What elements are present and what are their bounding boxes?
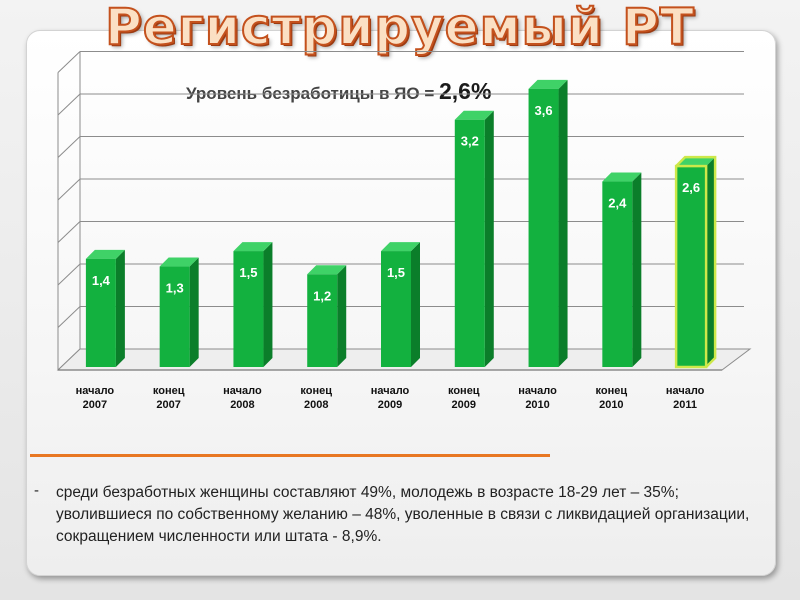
bar-top	[602, 172, 642, 182]
grid-diagonal	[57, 178, 81, 201]
category-label: начало	[223, 385, 262, 397]
category-label: 2008	[304, 399, 328, 411]
orange-divider	[30, 454, 550, 457]
bar-value-label: 2,4	[608, 196, 627, 211]
bar	[528, 88, 559, 368]
bar	[159, 266, 190, 367]
grid-diagonal	[57, 306, 81, 328]
bar	[381, 251, 411, 367]
category-label: начало	[666, 385, 705, 397]
bar	[602, 181, 633, 367]
bar-top	[528, 79, 568, 89]
unemployment-bar-chart: 1,4 начало 2007 1,3 конец 2007 1,5 начало 2008 1,…	[56, 51, 752, 411]
category-label: 2007	[83, 399, 107, 411]
bar-side	[706, 157, 716, 367]
category-label: конец	[300, 385, 332, 397]
category-label: 2009	[378, 399, 402, 411]
bar-top	[85, 249, 125, 259]
bar-top	[159, 257, 199, 267]
bar-side	[411, 242, 420, 367]
bar-value-label: 1,5	[387, 265, 405, 280]
bar-side	[115, 249, 125, 367]
category-label: 2010	[599, 399, 623, 411]
grid-diagonal	[57, 263, 81, 286]
category-label: начало	[76, 385, 115, 397]
category-label: 2007	[156, 399, 180, 411]
category-label: конец	[596, 385, 628, 397]
bar-value-label: 1,5	[239, 265, 257, 280]
bar-top	[233, 242, 273, 252]
bar	[454, 119, 485, 368]
bar-top	[454, 110, 494, 120]
note-text: среди безработных женщины составляют 49%…	[56, 484, 750, 545]
bar-side	[632, 172, 642, 367]
bar-side	[558, 79, 568, 368]
bar-value-label: 1,2	[313, 288, 331, 303]
category-label: 2009	[452, 399, 476, 411]
subtitle-value: 2,6%	[438, 78, 492, 104]
category-label: 2008	[230, 399, 254, 411]
category-label: начало	[518, 385, 557, 397]
bar-value-label: 1,3	[166, 281, 184, 296]
bar	[674, 164, 708, 369]
bar	[85, 258, 116, 367]
bar	[307, 274, 338, 367]
bar	[233, 251, 264, 367]
category-label: начало	[371, 385, 410, 397]
bar-side	[337, 265, 347, 367]
category-label: 2011	[673, 399, 697, 411]
bar-value-label: 3,6	[535, 103, 553, 118]
bar-top	[381, 242, 420, 252]
grid-diagonal	[57, 136, 81, 158]
bar-side	[484, 110, 494, 368]
category-label: 2010	[525, 399, 549, 411]
category-label: конец	[448, 385, 480, 397]
bar-value-label: 2,6	[682, 180, 700, 195]
grid-diagonal	[57, 93, 81, 116]
bar-side	[189, 257, 199, 367]
slide-title: Регистрируемый РТ	[104, 0, 695, 57]
grid-diagonal	[57, 221, 81, 243]
bar-side	[263, 242, 273, 367]
note-bullet: -	[34, 482, 39, 499]
bar-top	[676, 157, 716, 167]
category-label: конец	[153, 385, 185, 397]
grid-diagonal	[57, 51, 81, 73]
bar-highlight-outline	[675, 155, 717, 368]
bar-value-label: 1,4	[92, 273, 111, 288]
bar-value-label: 3,2	[461, 134, 479, 149]
bar-top	[307, 265, 347, 275]
